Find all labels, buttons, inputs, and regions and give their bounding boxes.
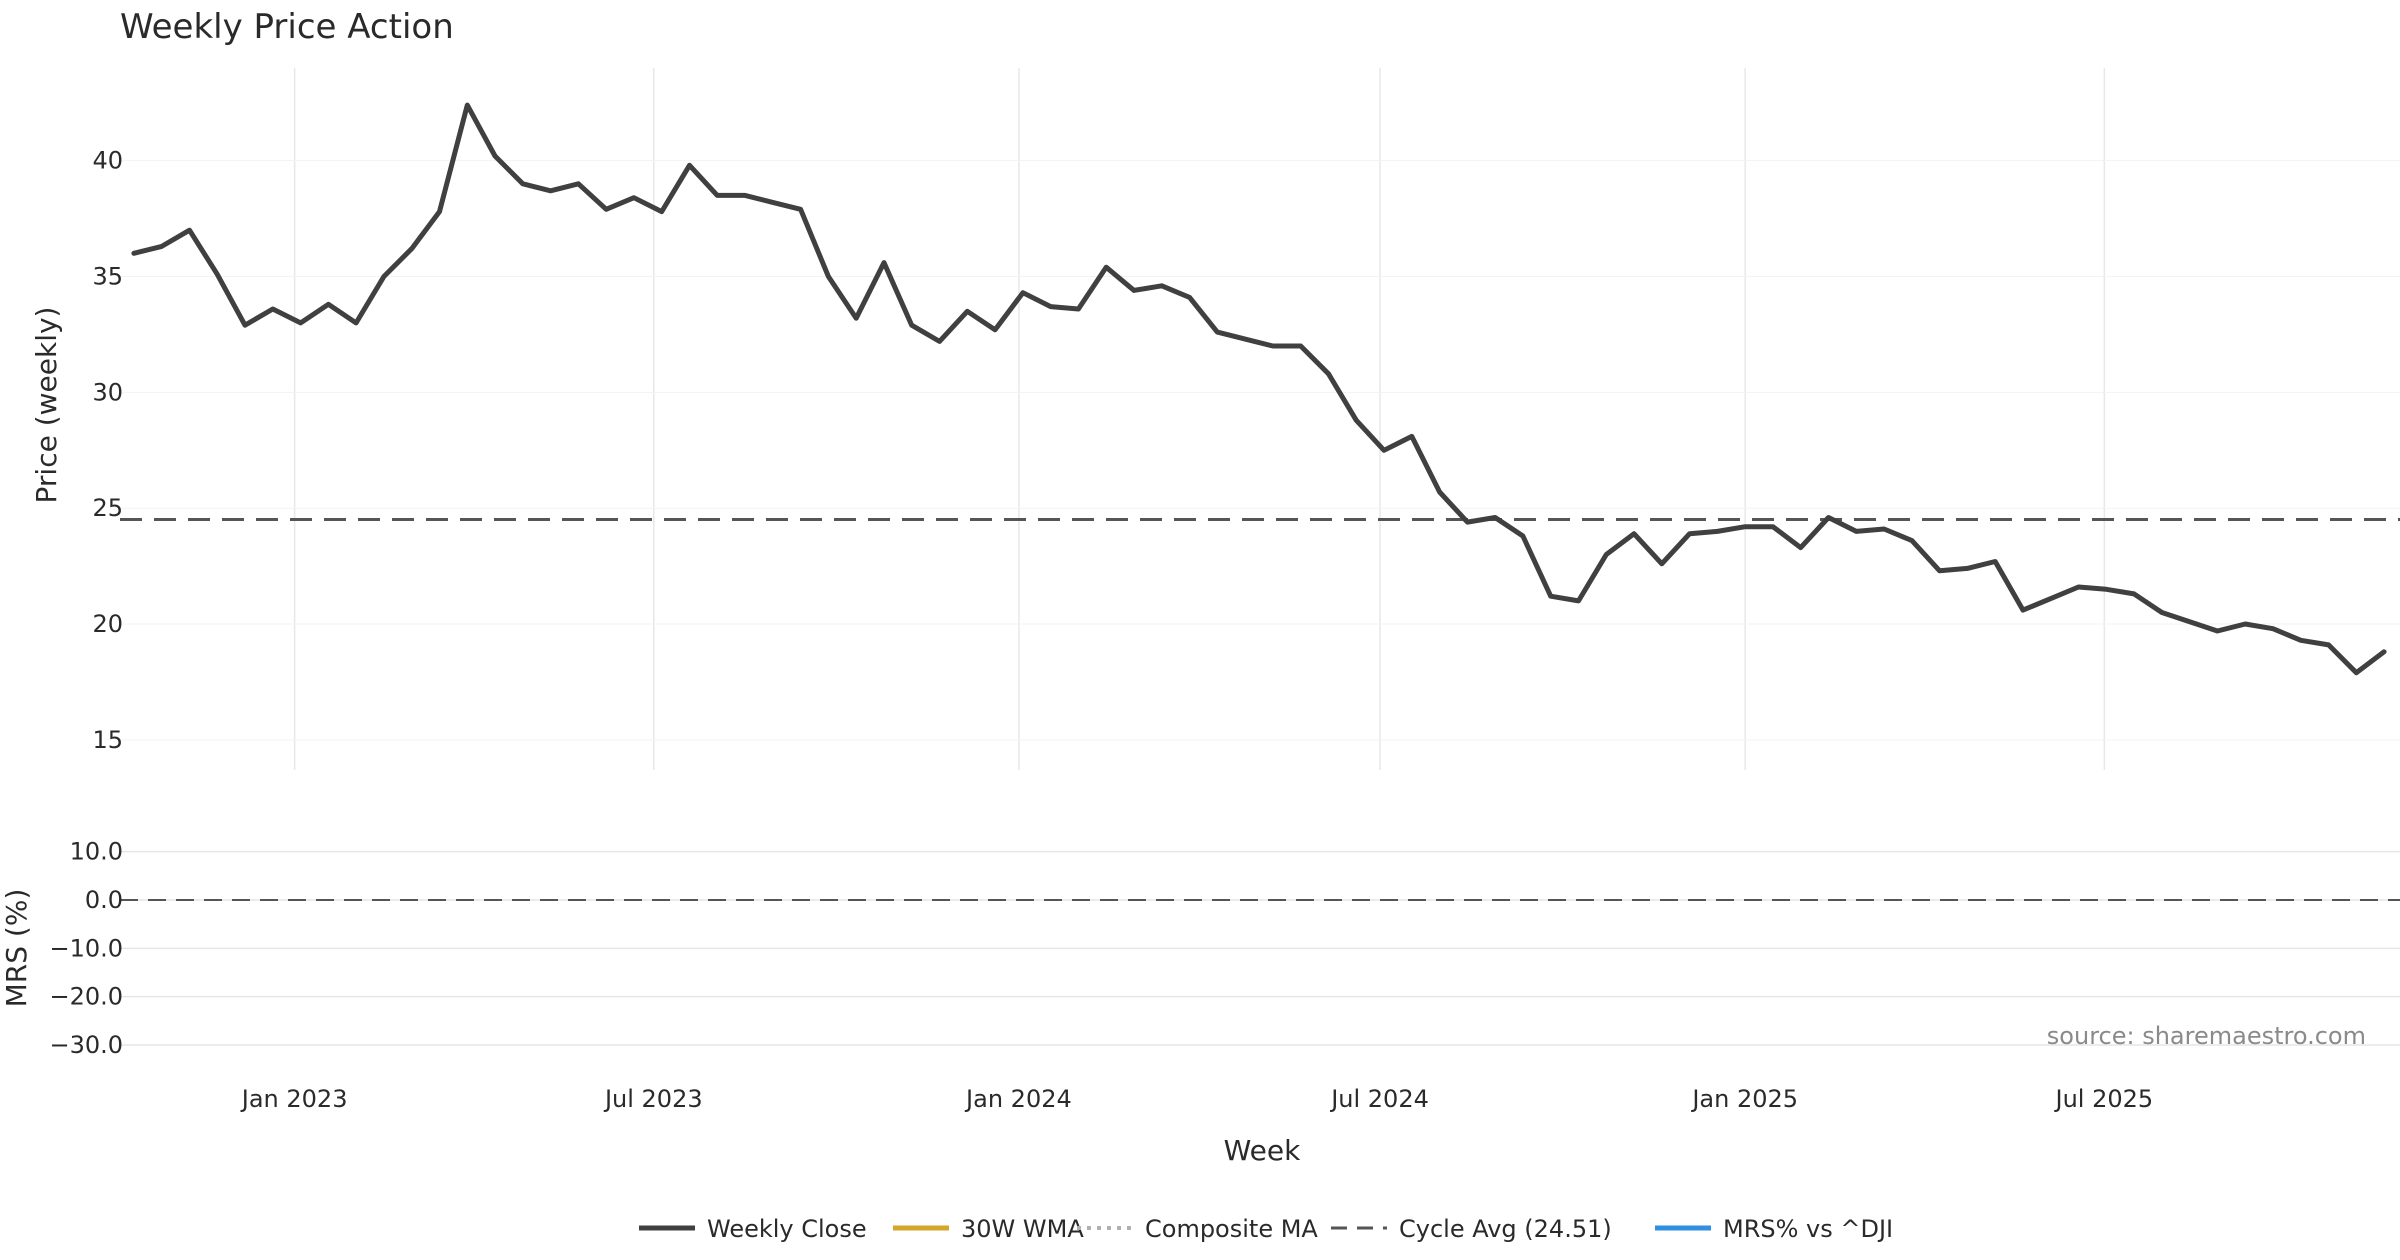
price-y-tick-5: 40 — [92, 147, 123, 175]
mrs-y-tick-0: 10.0 — [70, 838, 123, 866]
chart-title: Weekly Price Action — [120, 7, 454, 47]
price-y-tick-2: 25 — [92, 494, 123, 522]
x-tick-label-3: Jul 2024 — [1329, 1085, 1429, 1113]
mrs-y-tick-2: −10.0 — [49, 934, 123, 962]
legend-label-3: Cycle Avg (24.51) — [1399, 1215, 1612, 1243]
series-lines — [131, 102, 2387, 676]
source-note: source: sharemaestro.com — [2047, 1022, 2366, 1050]
x-tick-label-1: Jul 2023 — [603, 1085, 703, 1113]
legend-label-2: Composite MA — [1145, 1215, 1318, 1243]
legend: Weekly Close 30W WMA Composite MA Cycle Avg… — [639, 1215, 1893, 1243]
reference-lines — [120, 518, 2400, 901]
price-y-tick-4: 35 — [92, 263, 123, 291]
price-y-axis-label: Price (weekly) — [30, 307, 63, 504]
price-y-tick-0: 15 — [92, 726, 123, 754]
x-tick-label-4: Jan 2025 — [1690, 1085, 1798, 1113]
axis-ticks: Jan 2023 Jul 2023 Jan 2024 Jul 2024 Jan 2025… — [49, 147, 2153, 1113]
x-tick-label-5: Jul 2025 — [2053, 1085, 2153, 1113]
x-tick-label-2: Jan 2024 — [964, 1085, 1072, 1113]
mrs-y-tick-1: 0.0 — [85, 886, 123, 914]
legend-label-1: 30W WMA — [961, 1215, 1084, 1243]
mrs-y-axis-label: MRS (%) — [0, 889, 33, 1008]
x-tick-label-0: Jan 2023 — [240, 1085, 348, 1113]
price-y-tick-3: 30 — [92, 378, 123, 406]
x-axis-label: Week — [1224, 1134, 1301, 1167]
mrs-y-tick-4: −30.0 — [49, 1031, 123, 1059]
legend-label-0: Weekly Close — [707, 1215, 867, 1243]
grid-lines — [120, 68, 2400, 1046]
series-line-weekly-close — [131, 102, 2387, 676]
price-y-tick-1: 20 — [92, 610, 123, 638]
legend-label-4: MRS% vs ^DJI — [1723, 1215, 1893, 1243]
mrs-y-tick-3: −20.0 — [49, 983, 123, 1011]
